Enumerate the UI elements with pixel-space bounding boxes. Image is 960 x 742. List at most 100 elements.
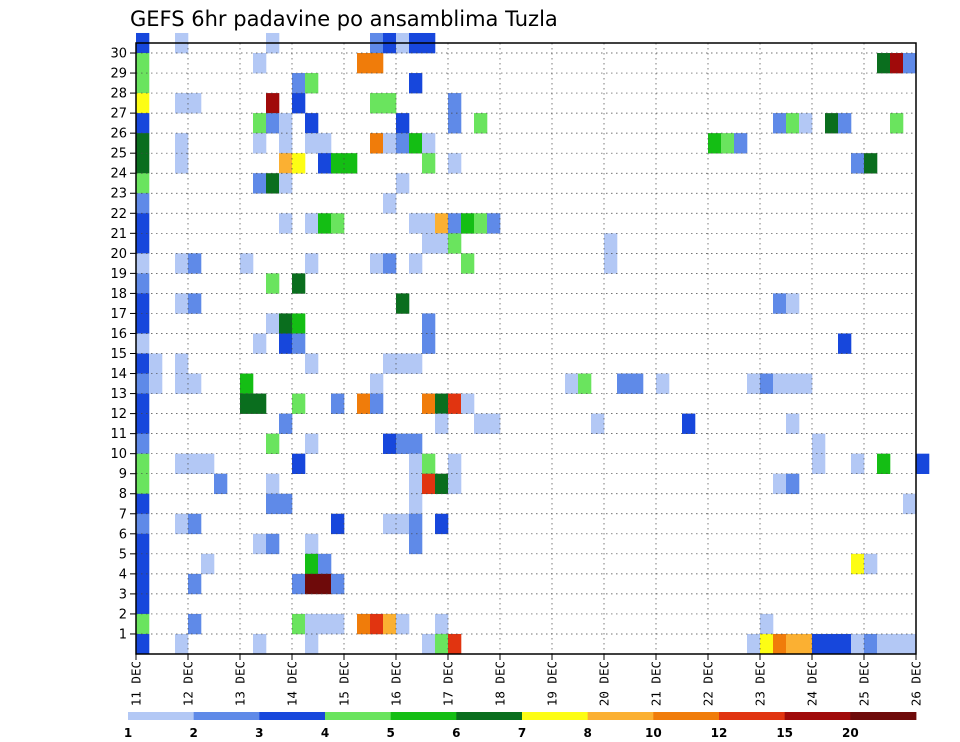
heatmap-cell-155 [409,433,423,454]
heatmap-cell-52 [201,453,215,474]
legend-label-12: 12 [711,726,728,740]
heatmap-cell-247 [890,113,904,134]
legend-swatch-7 [587,712,654,720]
x-tick-label-15: 26 DEC [909,661,924,706]
heatmap-cell-172 [435,213,449,234]
grid-lines [136,43,916,654]
heatmap-cell-153 [409,253,423,274]
heatmap-cell-107 [318,133,332,154]
x-tick-label-6: 17 DEC [441,661,456,706]
legend-label-1: 1 [124,726,132,740]
heatmap-cell-25 [136,533,150,555]
legend-label-4: 4 [321,726,329,740]
heatmap-cell-10 [136,233,150,254]
heatmap-cell-192 [474,213,488,234]
heatmap-cell-45 [188,253,202,274]
heatmap-cell-89 [292,333,306,354]
heatmap-cell-236 [851,153,865,174]
heatmap-cell-143 [396,173,410,194]
y-tick-label-5: 5 [119,547,127,562]
heatmap-cell-238 [851,553,865,575]
heatmap-cell-209 [747,373,761,394]
y-tick-label-8: 8 [119,487,127,502]
heatmap-cell-37 [175,253,189,274]
heatmap-cell-61 [253,173,267,194]
heatmap-cell-180 [448,93,462,114]
heatmap-cell-101 [305,433,319,454]
heatmap-cell-87 [292,153,306,174]
heatmap-cell-187 [448,473,462,495]
x-tick-label-1: 12 DEC [181,661,196,706]
heatmap-cell-171 [422,633,436,655]
heatmap-cell-96 [305,113,319,134]
heatmap-cell-211 [760,373,774,394]
heatmap-cell-223 [786,413,800,434]
x-axis: 11 DEC 12 DEC 13 DEC 14 DEC 15 DEC 16 DEC 17 D… [129,654,924,706]
heatmap-cell-195 [487,213,501,234]
heatmap-cell-34 [175,93,189,114]
heatmap-cell-249 [903,53,917,74]
heatmap-cell-147 [396,513,410,535]
heatmap-cell-81 [279,313,293,334]
heatmap-cell-128 [370,373,384,394]
x-tick-label-14: 25 DEC [857,661,872,706]
heatmap-cell-84 [279,413,293,434]
heatmap-cell-22 [136,473,150,495]
heatmap-cell-164 [422,213,436,234]
legend-swatch-3 [325,712,392,720]
heatmap-cell-124 [370,53,384,74]
heatmap-cell-97 [305,133,319,154]
heatmap-cell-132 [383,93,397,114]
heatmap-cell-169 [422,453,436,474]
heatmap-cell-215 [773,293,787,314]
heatmap-cell-104 [305,573,319,595]
heatmap-cell-62 [253,333,267,354]
heatmap-cell-98 [305,213,319,234]
heatmap-cell-177 [435,413,449,434]
heatmap-cell-58 [253,53,267,74]
y-tick-label-3: 3 [119,587,127,602]
heatmap-cell-162 [422,133,436,154]
heatmap-cell-246 [890,53,904,74]
heatmap-cell-243 [877,53,891,74]
heatmap-cell-221 [786,373,800,394]
heatmap-cell-191 [461,393,475,414]
heatmap-cell-160 [409,533,423,555]
heatmap-cell-60 [253,133,267,154]
heatmap-cell-213 [760,633,774,655]
y-tick-label-29: 29 [110,67,127,82]
heatmap-cell-53 [201,553,215,575]
heatmap-cell-203 [630,373,644,394]
heatmap-cell-200 [604,233,618,254]
heatmap-cell-114 [331,213,345,234]
heatmap-cell-24 [136,513,150,535]
y-tick-label-23: 23 [110,187,127,202]
y-tick-label-12: 12 [110,407,127,422]
heatmap-cell-204 [656,373,670,394]
heatmap-cell-71 [266,473,280,495]
y-tick-label-26: 26 [110,127,127,142]
heatmap-cell-118 [331,613,345,635]
heatmap-cell-94 [292,613,306,635]
heatmap-cell-40 [175,373,189,394]
heatmap-cell-83 [279,493,293,515]
heatmap-cell-70 [266,433,280,454]
heatmap-cell-193 [474,113,488,134]
heatmap-cell-145 [396,353,410,374]
heatmap-cell-103 [305,553,319,575]
chart-title: GEFS 6hr padavine po ansamblima Tuzla [130,7,558,31]
heatmap-cell-90 [292,273,306,294]
legend-label-7: 7 [518,726,526,740]
heatmap-cell-173 [435,233,449,254]
y-tick-label-19: 19 [110,267,127,282]
heatmap-cell-49 [188,513,202,535]
heatmap-cell-117 [331,573,345,595]
heatmap-cell-212 [760,613,774,635]
heatmap-cell-38 [175,293,189,314]
heatmap-cell-129 [370,393,384,414]
heatmap-cell-8 [136,193,150,214]
heatmap-cell-194 [474,413,488,434]
legend-swatch-4 [390,712,457,720]
heatmap-cell-68 [266,113,280,134]
heatmap-cell-9 [136,213,150,234]
